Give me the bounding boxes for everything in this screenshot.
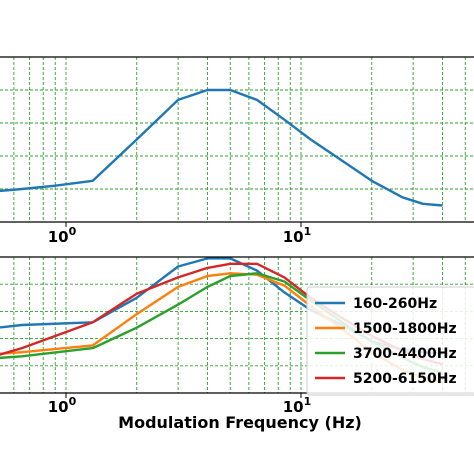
x-tick-exponent: 1 [304, 225, 312, 238]
x-tick-label: 101 [283, 225, 312, 246]
x-tick-exponent: 0 [69, 225, 77, 238]
legend-box [306, 286, 474, 396]
series-line-panel0-0 [0, 88, 443, 207]
legend-label: 1500-1800Hz [353, 321, 457, 337]
legend-label: 5200-6150Hz [353, 371, 457, 387]
legend-label: 160-260Hz [353, 296, 437, 312]
legend-label: 3700-4400Hz [353, 346, 457, 362]
legend: 160-260Hz 1500-1800Hz 3700-4400Hz 5200-6150… [306, 286, 474, 396]
x-tick-label: 100 [48, 395, 77, 416]
grid [0, 57, 474, 222]
top-panel: 100 101 [0, 56, 474, 246]
x-axis-label: Modulation Frequency (Hz) [118, 413, 362, 432]
x-tick-exponent: 0 [69, 395, 77, 408]
x-tick-exponent: 1 [304, 395, 312, 408]
x-tick-label: 100 [48, 225, 77, 246]
